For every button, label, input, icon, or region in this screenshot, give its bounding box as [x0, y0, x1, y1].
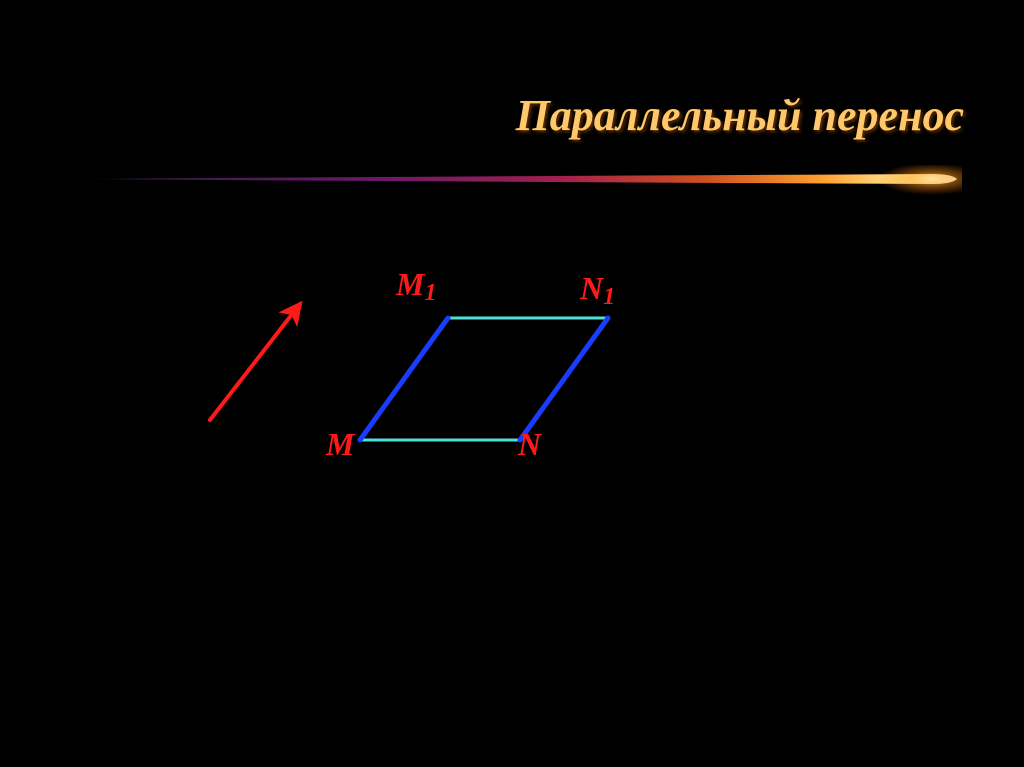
label-N1-sub: 1	[603, 284, 615, 310]
label-N-base: N	[518, 426, 541, 462]
title-underline	[62, 165, 962, 195]
label-N1-base: N	[580, 270, 603, 306]
slide-title: Параллельный перенос	[0, 90, 964, 141]
label-N: N	[518, 426, 541, 463]
label-M1: M1	[396, 266, 436, 307]
label-M-base: M	[326, 426, 354, 462]
label-M: M	[326, 426, 354, 463]
slide: Параллельный перенос	[0, 0, 1024, 767]
label-M1-base: M	[396, 266, 424, 302]
diagram-parallel-translation: M1 N1 M N	[180, 240, 740, 500]
label-N1: N1	[580, 270, 615, 311]
label-M1-sub: 1	[424, 280, 436, 306]
